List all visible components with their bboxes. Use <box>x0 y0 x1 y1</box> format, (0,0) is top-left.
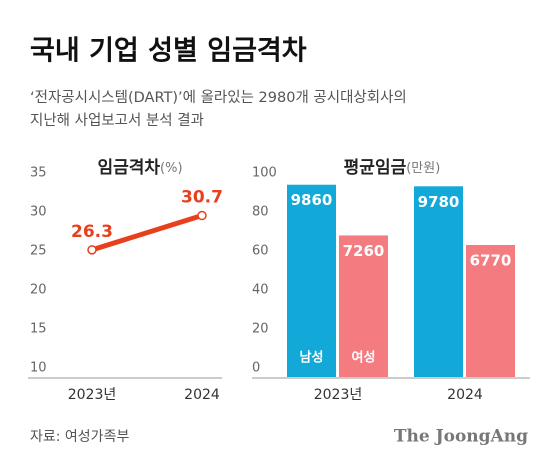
x-tick-label: 2023년 <box>68 387 117 403</box>
y-tick-label: 60 <box>252 244 269 259</box>
line <box>91 213 203 253</box>
x-tick-label: 2023년 <box>314 387 363 403</box>
bar <box>414 186 463 377</box>
brand: The JoongAng <box>394 427 528 447</box>
y-tick-label: 35 <box>30 166 47 181</box>
point <box>87 245 97 255</box>
bar <box>339 235 388 377</box>
subtitle: 지난해 사업보고서 분석 결과 <box>30 112 204 129</box>
chart-title-text: 평균임금 <box>344 157 407 178</box>
x-tick-label: 2024 <box>184 387 220 403</box>
chart-title: 평균임금(만원) <box>344 157 441 178</box>
data-label: 26.3 <box>71 222 113 242</box>
y-tick-label: 40 <box>252 283 269 298</box>
source: 자료: 여성가족부 <box>30 429 129 445</box>
data-label: 9860 <box>291 191 333 209</box>
x-tick-label: 2024 <box>447 387 483 403</box>
y-tick-label: 80 <box>252 205 269 220</box>
y-tick-label: 100 <box>252 166 277 181</box>
chart-unit: (%) <box>160 161 183 176</box>
data-label: 7260 <box>343 242 385 260</box>
y-tick-label: 25 <box>30 244 47 259</box>
legend-label: 여성 <box>352 350 376 366</box>
y-tick-label: 20 <box>30 283 47 298</box>
y-tick-label: 0 <box>252 361 260 376</box>
data-label: 30.7 <box>181 188 223 208</box>
y-tick-label: 15 <box>30 322 47 337</box>
chart-title-text: 임금격차 <box>97 157 160 178</box>
y-tick-label: 10 <box>30 361 47 376</box>
bar <box>287 184 336 377</box>
y-tick-label: 20 <box>252 322 269 337</box>
data-label: 9780 <box>418 193 460 211</box>
subtitle: ‘전자공시시스템(DART)’에 올라있는 2980개 공시대상회사의 <box>30 89 407 106</box>
title: 국내 기업 성별 임금격차 <box>30 36 307 67</box>
data-label: 6770 <box>470 251 512 269</box>
chart-title: 임금격차(%) <box>97 157 182 178</box>
y-tick-label: 30 <box>30 205 47 220</box>
legend-label: 남성 <box>300 350 324 366</box>
bar <box>466 244 515 377</box>
point <box>197 210 207 221</box>
chart-unit: (만원) <box>406 161 440 176</box>
